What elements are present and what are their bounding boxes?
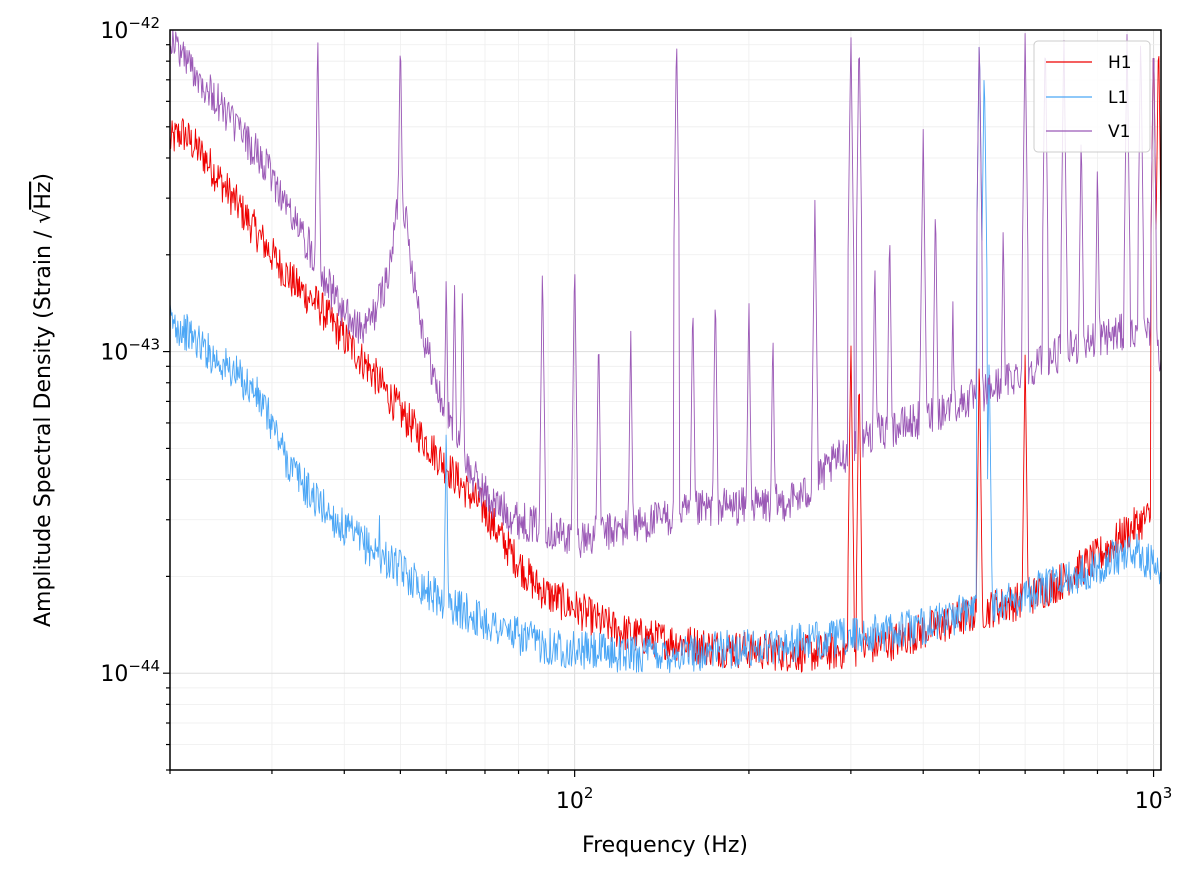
legend-label-l1: L1 bbox=[1108, 88, 1128, 108]
grid bbox=[169, 30, 1161, 771]
series-line-v1 bbox=[170, 30, 1161, 559]
legend: H1 L1 V1 bbox=[1033, 40, 1151, 153]
y-axis-label-suffix: ) bbox=[31, 173, 56, 182]
series-line-l1 bbox=[170, 46, 1161, 674]
series-layer bbox=[170, 30, 1161, 674]
axis-ticks: 102 103 10−44 10−43 10−42 bbox=[100, 14, 1172, 814]
x-tick-label: 102 bbox=[556, 784, 594, 814]
series-line-h1 bbox=[170, 56, 1161, 673]
y-tick-label: 10−43 bbox=[100, 336, 160, 366]
y-axis-label-unit: Hz bbox=[31, 182, 56, 210]
x-tick-label: 103 bbox=[1135, 784, 1173, 814]
x-axis-label: Frequency (Hz) bbox=[582, 833, 748, 858]
legend-label-v1: V1 bbox=[1108, 122, 1130, 142]
legend-label-h1: H1 bbox=[1108, 53, 1132, 73]
y-tick-label: 10−42 bbox=[100, 14, 160, 44]
y-axis-label-prefix: Amplitude Spectral Density (Strain / bbox=[31, 224, 56, 627]
plot-frame bbox=[169, 29, 1162, 771]
y-tick-label: 10−44 bbox=[100, 657, 160, 687]
sqrt-symbol: √ bbox=[31, 209, 56, 224]
y-axis-label: Amplitude Spectral Density (Strain / √Hz… bbox=[31, 173, 56, 627]
